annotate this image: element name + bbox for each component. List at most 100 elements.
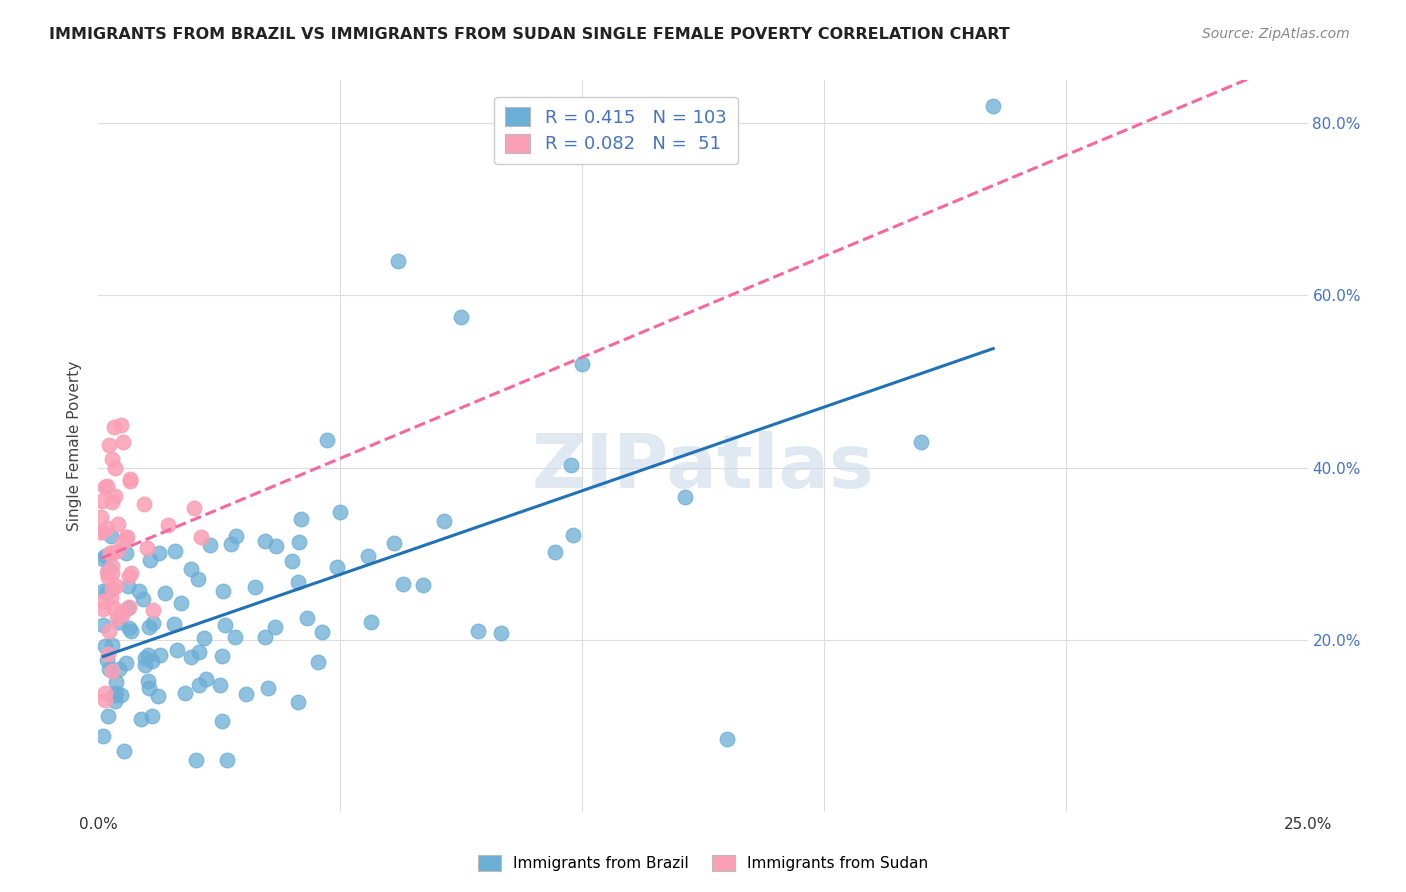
Point xyxy=(100,591,122,605)
Point xyxy=(560,458,582,472)
Point xyxy=(90,494,112,508)
Point xyxy=(134,657,156,672)
Point xyxy=(90,510,112,524)
Point xyxy=(114,656,136,670)
Point xyxy=(118,600,141,615)
Point xyxy=(142,615,165,630)
Legend: Immigrants from Brazil, Immigrants from Sudan: Immigrants from Brazil, Immigrants from … xyxy=(472,849,934,877)
Point xyxy=(187,572,209,586)
Point xyxy=(103,420,125,434)
Point xyxy=(100,528,122,542)
Point xyxy=(214,617,236,632)
Point xyxy=(134,651,156,665)
Point xyxy=(134,497,156,511)
Point xyxy=(190,530,212,544)
Point xyxy=(96,708,118,723)
Point xyxy=(96,653,118,667)
Point xyxy=(111,607,134,622)
Point xyxy=(97,647,120,661)
Point xyxy=(544,545,567,559)
Point xyxy=(136,648,159,662)
Point xyxy=(111,434,134,449)
Point xyxy=(96,479,118,493)
Point xyxy=(138,681,160,696)
Point xyxy=(673,491,696,505)
Point xyxy=(254,533,277,548)
Point xyxy=(148,546,170,560)
Point xyxy=(132,592,155,607)
Point xyxy=(187,678,209,692)
Point xyxy=(295,611,318,625)
Point xyxy=(91,552,114,566)
Point xyxy=(193,631,215,645)
Point xyxy=(186,753,208,767)
Point xyxy=(211,648,233,663)
Point xyxy=(467,624,489,638)
Point xyxy=(120,624,142,638)
Point xyxy=(97,438,120,452)
Point xyxy=(93,686,115,700)
Point xyxy=(118,474,141,488)
Point xyxy=(215,753,238,767)
Point xyxy=(489,626,512,640)
Point xyxy=(128,583,150,598)
Point xyxy=(138,553,160,567)
Point xyxy=(108,662,131,676)
Point xyxy=(120,566,142,581)
Point xyxy=(256,681,278,695)
Point xyxy=(93,640,115,654)
Point xyxy=(224,630,246,644)
Point xyxy=(716,731,738,746)
Point xyxy=(307,656,329,670)
Point xyxy=(981,99,1004,113)
Point xyxy=(115,546,138,560)
Point xyxy=(243,580,266,594)
Point xyxy=(107,516,129,531)
Point xyxy=(105,674,128,689)
Point xyxy=(96,565,118,579)
Point xyxy=(129,712,152,726)
Point xyxy=(107,615,129,629)
Point xyxy=(90,524,112,539)
Point xyxy=(225,529,247,543)
Point xyxy=(91,618,114,632)
Point xyxy=(91,594,114,608)
Text: ZIPatlas: ZIPatlas xyxy=(531,432,875,505)
Point xyxy=(91,602,114,616)
Point xyxy=(357,549,380,563)
Point xyxy=(101,566,124,581)
Point xyxy=(235,687,257,701)
Point xyxy=(136,674,159,689)
Text: IMMIGRANTS FROM BRAZIL VS IMMIGRANTS FROM SUDAN SINGLE FEMALE POVERTY CORRELATIO: IMMIGRANTS FROM BRAZIL VS IMMIGRANTS FRO… xyxy=(49,27,1010,42)
Point xyxy=(117,622,139,636)
Point xyxy=(433,514,456,528)
Point xyxy=(180,562,202,576)
Point xyxy=(101,452,124,467)
Point xyxy=(264,539,287,553)
Y-axis label: Single Female Poverty: Single Female Poverty xyxy=(67,361,83,531)
Point xyxy=(105,579,128,593)
Point xyxy=(110,417,132,432)
Point xyxy=(180,650,202,665)
Point xyxy=(561,528,583,542)
Point xyxy=(198,537,221,551)
Point xyxy=(96,584,118,599)
Point xyxy=(94,693,117,707)
Point xyxy=(111,535,134,549)
Point xyxy=(101,495,124,509)
Point xyxy=(183,500,205,515)
Point xyxy=(412,578,434,592)
Point xyxy=(188,645,211,659)
Point xyxy=(360,615,382,630)
Point xyxy=(100,546,122,560)
Point xyxy=(104,686,127,700)
Point xyxy=(141,654,163,668)
Point xyxy=(138,620,160,634)
Point xyxy=(104,489,127,503)
Point xyxy=(105,544,128,558)
Point xyxy=(118,568,141,582)
Point xyxy=(174,686,197,700)
Point xyxy=(97,562,120,576)
Point xyxy=(110,606,132,620)
Point xyxy=(194,672,217,686)
